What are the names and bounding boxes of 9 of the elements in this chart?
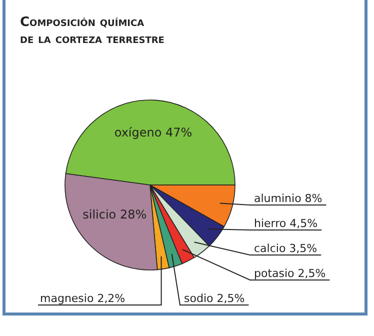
slice-label: aluminio 8% (254, 192, 322, 205)
slice-label: silicio 28% (82, 208, 147, 222)
slice-label: magnesio 2,2% (40, 292, 126, 305)
slice-label: calcio 3,5% (254, 242, 318, 255)
slice-label: potasio 2,5% (254, 267, 326, 280)
slice-label: oxígeno 47% (114, 125, 192, 140)
chart-title: Composición química de la corteza terrestre (20, 15, 164, 47)
slice-label: sodio 2,5% (184, 292, 245, 305)
slice-label: hierro 4,5% (254, 217, 318, 230)
